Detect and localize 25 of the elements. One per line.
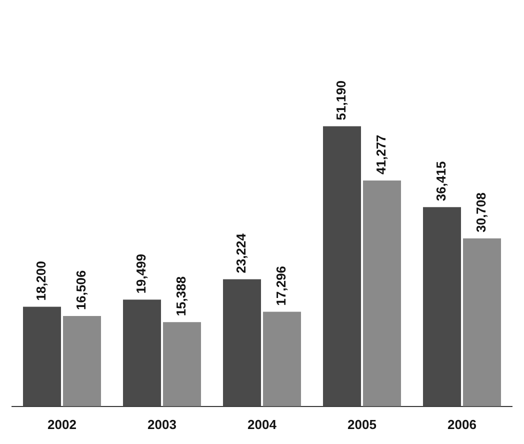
- x-tick-label: 2003: [148, 416, 176, 432]
- bar: [463, 238, 501, 406]
- data-label: 17,296: [274, 266, 289, 306]
- data-label: 41,277: [374, 134, 389, 174]
- data-label: 23,224: [234, 232, 249, 274]
- bar: [23, 306, 61, 406]
- bar: [223, 279, 261, 406]
- bar: [263, 312, 301, 406]
- data-label: 30,708: [474, 192, 489, 232]
- x-tick-label: 2006: [448, 416, 476, 432]
- bar: [63, 316, 101, 406]
- data-label: 36,415: [434, 161, 449, 202]
- x-tick-label: 2004: [248, 416, 278, 432]
- data-label: 51,190: [334, 80, 349, 120]
- bar: [323, 126, 361, 406]
- x-tick-label: 2002: [48, 416, 76, 432]
- x-tick-label: 2005: [348, 416, 376, 432]
- data-label: 15,388: [174, 276, 189, 316]
- bar: [123, 300, 161, 406]
- bar: [163, 322, 201, 406]
- data-label: 18,200: [34, 261, 49, 301]
- bar: [363, 180, 401, 406]
- data-label: 19,499: [134, 254, 149, 294]
- bar: [423, 207, 461, 406]
- data-label: 16,506: [74, 270, 89, 310]
